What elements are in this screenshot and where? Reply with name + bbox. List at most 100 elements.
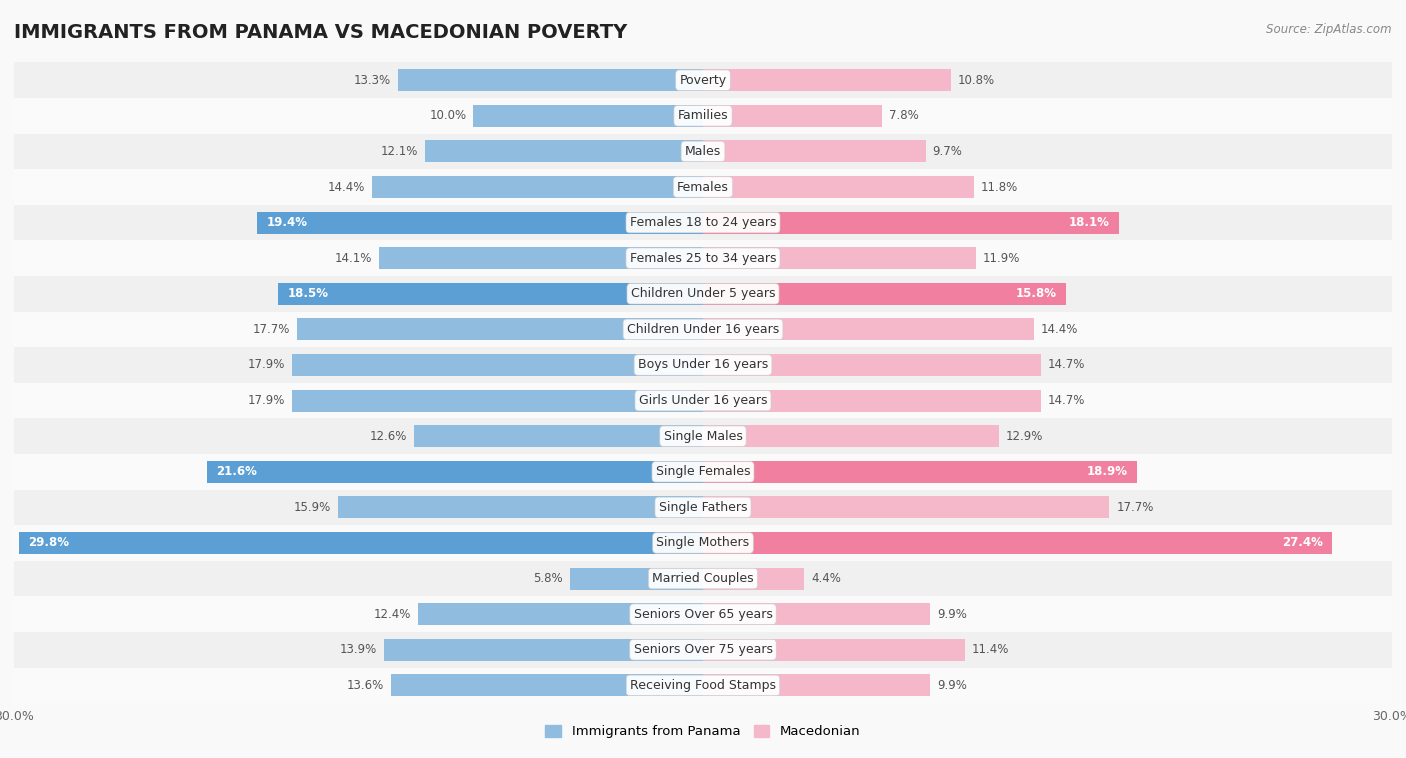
Bar bbox=[391, 675, 703, 697]
Bar bbox=[703, 176, 974, 198]
Text: 14.7%: 14.7% bbox=[1047, 394, 1085, 407]
Text: Single Mothers: Single Mothers bbox=[657, 537, 749, 550]
Bar bbox=[425, 140, 703, 162]
Text: 14.4%: 14.4% bbox=[328, 180, 366, 193]
Bar bbox=[413, 425, 703, 447]
Bar bbox=[14, 490, 1392, 525]
Text: 17.7%: 17.7% bbox=[252, 323, 290, 336]
Bar bbox=[703, 603, 931, 625]
Text: 14.7%: 14.7% bbox=[1047, 359, 1085, 371]
Text: 14.4%: 14.4% bbox=[1040, 323, 1078, 336]
Text: Poverty: Poverty bbox=[679, 74, 727, 86]
Text: Females 25 to 34 years: Females 25 to 34 years bbox=[630, 252, 776, 265]
Text: 12.4%: 12.4% bbox=[374, 608, 412, 621]
Bar bbox=[14, 561, 1392, 597]
Text: 12.1%: 12.1% bbox=[381, 145, 418, 158]
Bar bbox=[703, 140, 925, 162]
Bar bbox=[257, 211, 703, 233]
Bar bbox=[14, 205, 1392, 240]
Bar bbox=[14, 276, 1392, 312]
Legend: Immigrants from Panama, Macedonian: Immigrants from Panama, Macedonian bbox=[540, 719, 866, 744]
Text: 27.4%: 27.4% bbox=[1282, 537, 1323, 550]
Bar bbox=[418, 603, 703, 625]
Text: 9.7%: 9.7% bbox=[932, 145, 963, 158]
Text: 29.8%: 29.8% bbox=[28, 537, 69, 550]
Text: 13.6%: 13.6% bbox=[346, 679, 384, 692]
Bar bbox=[384, 639, 703, 661]
Text: Females: Females bbox=[678, 180, 728, 193]
Bar bbox=[14, 240, 1392, 276]
Bar bbox=[18, 532, 703, 554]
Bar bbox=[703, 318, 1033, 340]
Text: 9.9%: 9.9% bbox=[938, 679, 967, 692]
Text: Single Females: Single Females bbox=[655, 465, 751, 478]
Bar bbox=[14, 347, 1392, 383]
Text: Children Under 5 years: Children Under 5 years bbox=[631, 287, 775, 300]
Bar bbox=[703, 390, 1040, 412]
Text: Single Males: Single Males bbox=[664, 430, 742, 443]
Bar bbox=[373, 176, 703, 198]
Text: Source: ZipAtlas.com: Source: ZipAtlas.com bbox=[1267, 23, 1392, 36]
Text: Boys Under 16 years: Boys Under 16 years bbox=[638, 359, 768, 371]
Text: 10.0%: 10.0% bbox=[429, 109, 467, 122]
Bar bbox=[703, 69, 950, 91]
Bar bbox=[474, 105, 703, 127]
Bar bbox=[14, 454, 1392, 490]
Text: 21.6%: 21.6% bbox=[217, 465, 257, 478]
Bar bbox=[703, 461, 1137, 483]
Bar bbox=[703, 568, 804, 590]
Text: 14.1%: 14.1% bbox=[335, 252, 373, 265]
Bar bbox=[297, 318, 703, 340]
Bar bbox=[14, 169, 1392, 205]
Bar bbox=[703, 211, 1119, 233]
Text: 7.8%: 7.8% bbox=[889, 109, 918, 122]
Text: 13.9%: 13.9% bbox=[340, 644, 377, 656]
Text: IMMIGRANTS FROM PANAMA VS MACEDONIAN POVERTY: IMMIGRANTS FROM PANAMA VS MACEDONIAN POV… bbox=[14, 23, 627, 42]
Bar bbox=[14, 525, 1392, 561]
Text: Girls Under 16 years: Girls Under 16 years bbox=[638, 394, 768, 407]
Text: Single Fathers: Single Fathers bbox=[659, 501, 747, 514]
Text: 15.9%: 15.9% bbox=[294, 501, 330, 514]
Text: Seniors Over 75 years: Seniors Over 75 years bbox=[634, 644, 772, 656]
Text: Females 18 to 24 years: Females 18 to 24 years bbox=[630, 216, 776, 229]
Bar bbox=[703, 675, 931, 697]
Bar bbox=[703, 532, 1333, 554]
Bar bbox=[14, 632, 1392, 668]
Text: 17.7%: 17.7% bbox=[1116, 501, 1154, 514]
Text: 11.4%: 11.4% bbox=[972, 644, 1010, 656]
Text: 18.1%: 18.1% bbox=[1069, 216, 1109, 229]
Text: 18.5%: 18.5% bbox=[287, 287, 329, 300]
Bar bbox=[703, 425, 1000, 447]
Bar bbox=[14, 597, 1392, 632]
Text: Receiving Food Stamps: Receiving Food Stamps bbox=[630, 679, 776, 692]
Bar bbox=[569, 568, 703, 590]
Bar bbox=[14, 418, 1392, 454]
Bar bbox=[703, 354, 1040, 376]
Text: Children Under 16 years: Children Under 16 years bbox=[627, 323, 779, 336]
Text: 15.8%: 15.8% bbox=[1015, 287, 1057, 300]
Bar bbox=[292, 354, 703, 376]
Text: 12.9%: 12.9% bbox=[1007, 430, 1043, 443]
Text: Seniors Over 65 years: Seniors Over 65 years bbox=[634, 608, 772, 621]
Bar bbox=[703, 496, 1109, 518]
Text: 17.9%: 17.9% bbox=[247, 394, 285, 407]
Bar bbox=[14, 312, 1392, 347]
Text: 10.8%: 10.8% bbox=[957, 74, 995, 86]
Text: 11.8%: 11.8% bbox=[981, 180, 1018, 193]
Bar bbox=[703, 639, 965, 661]
Bar bbox=[380, 247, 703, 269]
Bar bbox=[14, 62, 1392, 98]
Bar bbox=[207, 461, 703, 483]
Bar bbox=[14, 133, 1392, 169]
Bar bbox=[14, 383, 1392, 418]
Text: 19.4%: 19.4% bbox=[267, 216, 308, 229]
Bar bbox=[703, 105, 882, 127]
Bar bbox=[278, 283, 703, 305]
Text: Families: Families bbox=[678, 109, 728, 122]
Bar bbox=[398, 69, 703, 91]
Bar bbox=[292, 390, 703, 412]
Text: 11.9%: 11.9% bbox=[983, 252, 1021, 265]
Text: Males: Males bbox=[685, 145, 721, 158]
Text: 9.9%: 9.9% bbox=[938, 608, 967, 621]
Text: 17.9%: 17.9% bbox=[247, 359, 285, 371]
